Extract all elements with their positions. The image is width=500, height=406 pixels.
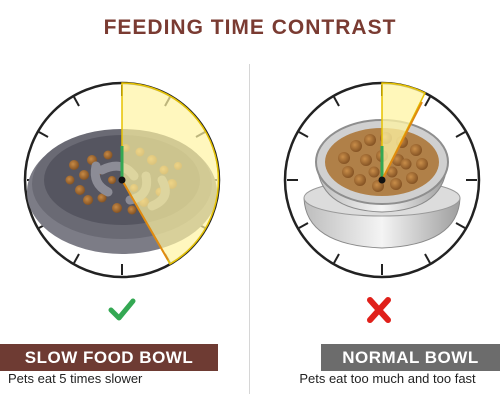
check-icon	[108, 298, 136, 321]
slow-food-bowl-banner: SLOW FOOD BOWL	[0, 344, 218, 371]
slow-bowl-caption: Pets eat 5 times slower	[8, 371, 143, 386]
normal-bowl-banner: NORMAL BOWL	[321, 344, 500, 371]
page-title: FEEDING TIME CONTRAST	[103, 16, 397, 39]
normal-bowl-caption: Pets eat too much and too fast	[299, 371, 476, 386]
cross-icon	[367, 297, 391, 323]
slow-bowl-clock-illustration	[23, 81, 221, 279]
divider	[249, 64, 250, 394]
normal-bowl-clock-illustration	[283, 81, 481, 279]
